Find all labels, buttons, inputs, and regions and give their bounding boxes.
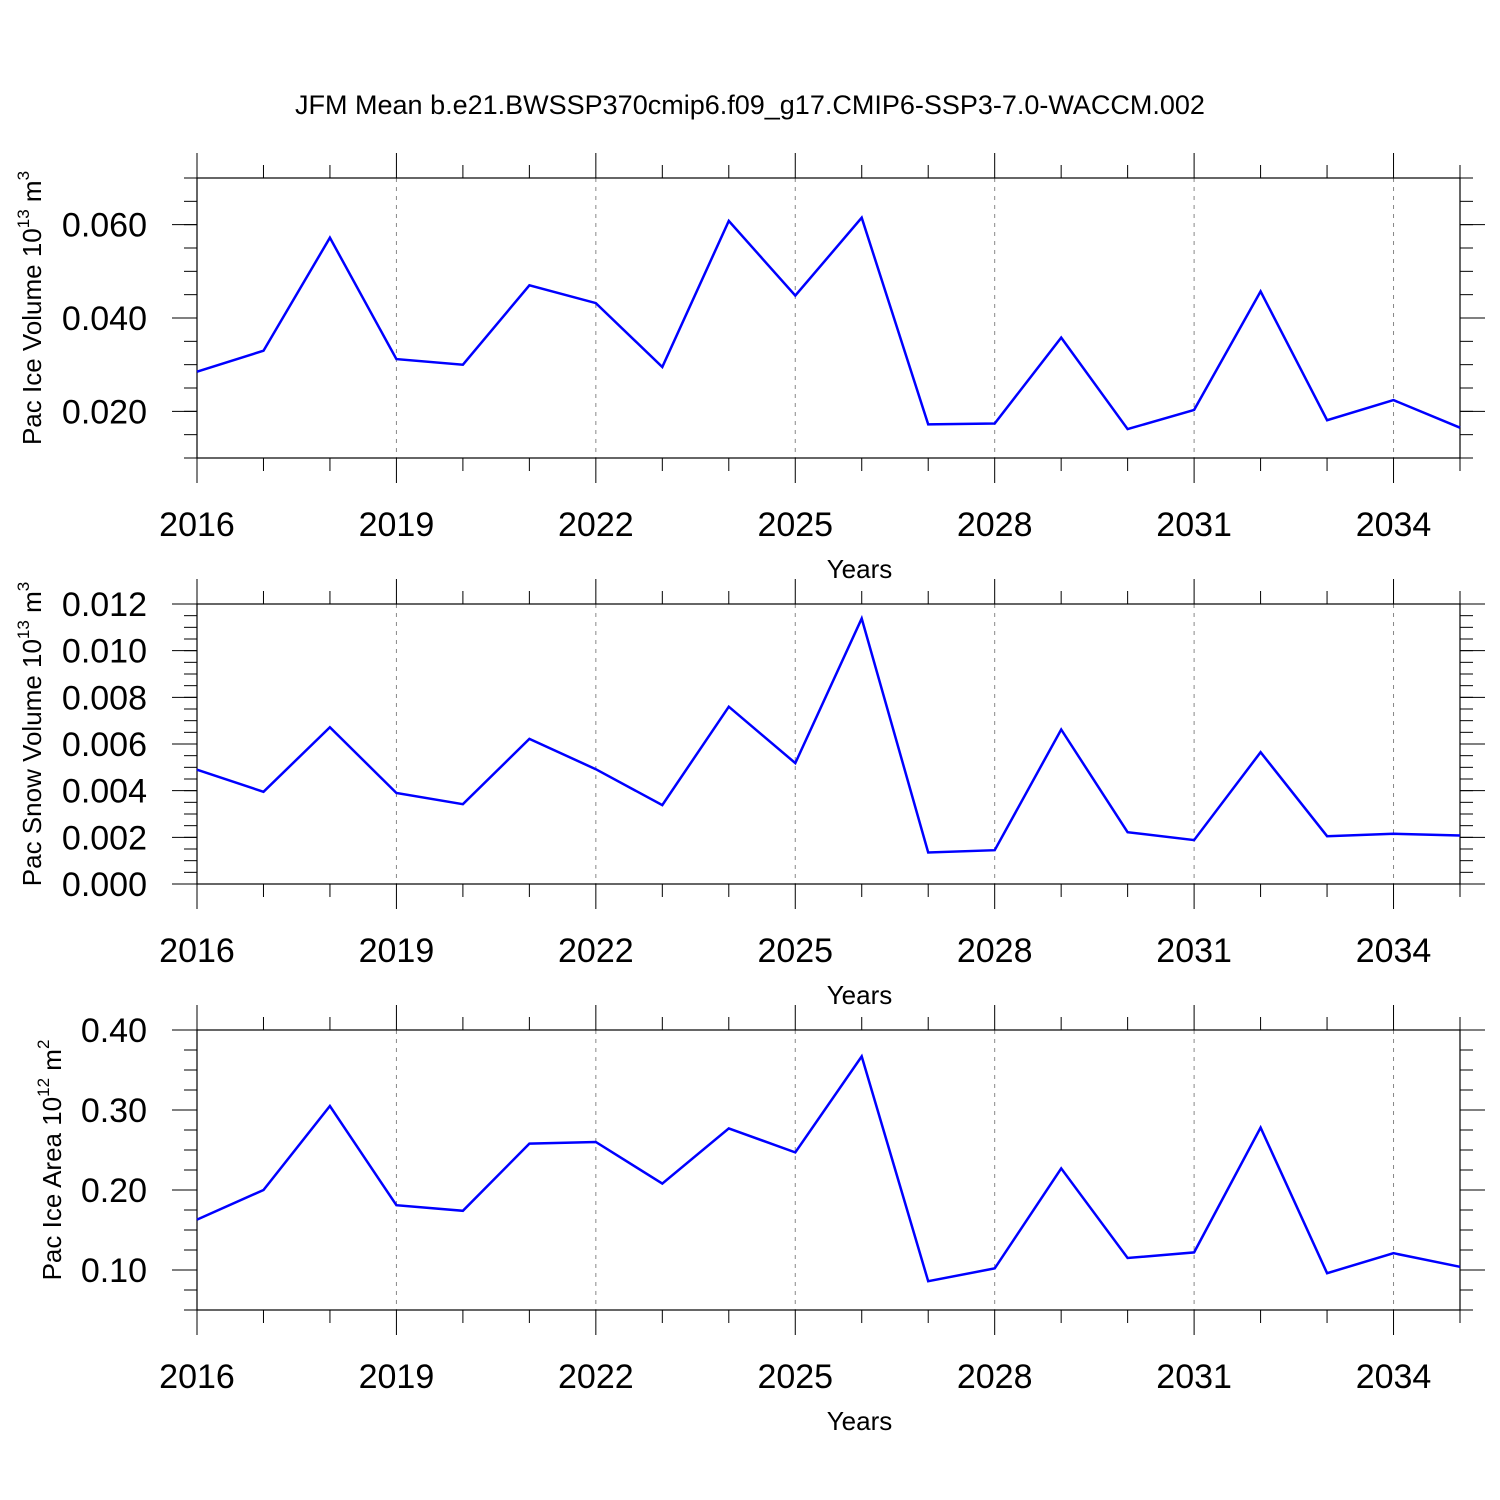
y-tick-label: 0.008 [62,679,147,717]
x-tick-label: 2025 [757,506,833,544]
y-axis-title: Pac Ice Volume 1013 m3 [14,171,47,445]
y-tick-label: 0.010 [62,633,147,671]
y-tick-label: 0.006 [62,726,147,764]
y-tick-label: 0.20 [81,1172,147,1210]
x-tick-label: 2016 [159,1358,235,1396]
chart-panel-2: 0.000 0.002 0.004 0.006 0.008 0.010 0.012 2016 2… [14,579,1485,1010]
chart-title: JFM Mean b.e21.BWSSP370cmip6.f09_g17.CMI… [295,90,1205,120]
x-tick-label: 2031 [1156,932,1232,970]
y-axis-title-unit: m [17,180,47,209]
y-tick-label: 0.040 [62,300,147,338]
y-tick-label: 0.002 [62,819,147,857]
y-tick-label: 0.060 [62,207,147,245]
y-tick-label: 0.30 [81,1092,147,1130]
plot-frame [196,603,1461,885]
y-tick-label: 0.004 [62,773,147,811]
y-axis-title-unit-exponent: 2 [34,1040,53,1049]
y-axis-title-unit-exponent: 3 [14,171,33,180]
x-tick-label: 2022 [558,1358,634,1396]
x-tick-label: 2028 [957,932,1033,970]
x-tick-label: 2031 [1156,506,1232,544]
x-tick-label: 2028 [957,506,1033,544]
chart-panel-1: 0.020 0.040 0.060 2016 2019 2022 2025 2028 2031 2… [14,153,1485,584]
x-axis-title: Years [827,554,893,584]
x-tick-label: 2031 [1156,1358,1232,1396]
y-axis-title-unit: m [17,591,47,620]
y-axis-title-unit: m [37,1049,67,1078]
x-tick-label: 2025 [757,1358,833,1396]
x-tick-label: 2016 [159,932,235,970]
x-tick-label: 2016 [159,506,235,544]
x-tick-label: 2019 [359,1358,435,1396]
series-line-1 [196,1053,1461,1283]
y-axis-title-exponent: 13 [14,620,33,639]
y-tick-label: 0.020 [62,393,147,431]
y-axis-title-text: Pac Snow Volume 10 [17,639,47,886]
x-axis-title: Years [827,1406,893,1436]
y-tick-label: 0.10 [81,1252,147,1290]
x-tick-label: 2034 [1356,932,1432,970]
x-tick-label: 2034 [1356,1358,1432,1396]
y-axis-title-unit-exponent: 3 [14,582,33,591]
y-tick-label: 0.012 [62,586,147,624]
y-tick-label: 0.40 [81,1012,147,1050]
x-tick-label: 2019 [359,506,435,544]
plot-frame [196,1029,1461,1311]
x-tick-label: 2034 [1356,506,1432,544]
x-tick-label: 2025 [757,932,833,970]
x-tick-label: 2019 [359,932,435,970]
x-tick-label: 2028 [957,1358,1033,1396]
y-axis-title-exponent: 13 [14,209,33,228]
series-line-1 [196,215,1461,431]
chart-panel-3: 0.10 0.20 0.30 0.40 2016 2019 2022 2025 2028 2031… [34,1005,1485,1436]
series-line-1 [196,614,1461,854]
y-tick-label: 0.000 [62,866,147,904]
y-axis-title-text: Pac Ice Volume 10 [17,228,47,445]
x-axis-title: Years [827,980,893,1010]
y-axis-title: Pac Snow Volume 1013 m3 [14,582,47,886]
y-axis-title-exponent: 12 [34,1078,53,1097]
plot-frame [196,177,1461,459]
y-axis-title: Pac Ice Area 1012 m2 [34,1040,67,1281]
x-tick-label: 2022 [558,932,634,970]
x-tick-label: 2022 [558,506,634,544]
y-axis-title-text: Pac Ice Area 10 [37,1097,67,1281]
